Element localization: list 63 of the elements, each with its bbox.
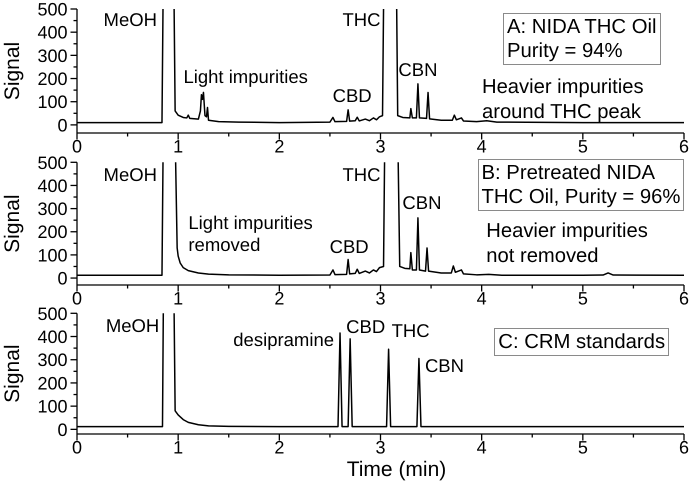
y-tick-label: 300 [37,350,68,370]
annotation: CBN [424,354,464,378]
x-tick-label: 5 [578,136,588,156]
annotation: Light impurities removed [188,212,313,256]
y-tick-label: 0 [57,115,68,136]
x-tick-label: 1 [173,438,184,458]
x-tick-label: 6 [678,288,690,308]
x-tick-label: 4 [476,136,487,156]
x-tick-label: 0 [72,438,82,458]
y-tick-label: 200 [37,222,68,242]
annotation: CBD [330,234,369,259]
x-tick-label: 1 [173,288,184,308]
y-tick-label: 0 [57,420,68,440]
y-tick-label: 400 [37,326,68,347]
y-tick-label: 300 [37,46,68,66]
x-tick-label: 2 [274,438,284,458]
x-tick-label: 6 [678,438,690,458]
x-tick-label: 1 [173,136,184,156]
annotation: Heavier impurities around THC peak [482,74,644,124]
x-tick-label: 4 [476,288,487,308]
x-tick-label: 5 [578,438,588,458]
annotation: CBD [346,314,386,339]
y-tick-label: 500 [37,304,68,324]
x-axis-title: Time (min) [346,458,446,481]
y-tick-label: 400 [37,176,68,196]
y-axis-title: Signal [0,42,24,100]
x-tick-label: 3 [375,438,386,458]
annotation: Light impurities [183,65,308,90]
text: A: NIDA THC Oil Purity = 94% [503,12,661,65]
y-axis-title: Signal [0,194,24,253]
annotation: THC [392,318,430,343]
x-tick-label: 0 [72,136,82,156]
annotation: MeOH [104,163,157,187]
annotation: CBD [332,84,372,108]
y-tick-label: 400 [37,22,68,43]
y-tick-label: 200 [37,69,68,90]
annotation: Heavier impurities not removed [486,218,648,269]
x-tick-label: 6 [678,136,690,156]
x-tick-label: 3 [375,136,386,156]
annotation: desipramine [233,328,334,352]
y-tick-label: 0 [57,268,68,289]
y-axis-title: Signal [0,344,24,403]
x-tick-label: 5 [578,288,588,308]
x-tick-label: 2 [274,136,284,156]
y-tick-label: 300 [37,199,68,220]
annotation: MeOH [106,314,160,338]
x-tick-label: 3 [375,288,386,308]
annotation: MeOH [104,8,157,32]
y-tick-label: 500 [37,152,68,173]
annotation: CBN [402,191,442,216]
x-tick-label: 4 [476,438,487,458]
y-tick-label: 100 [37,245,68,266]
annotation: CBN [398,58,438,82]
y-tick-label: 100 [37,92,68,112]
annotation: THC [342,8,381,32]
y-tick-label: 500 [37,0,68,20]
annotation: THC [342,163,381,187]
x-tick-label: 0 [72,288,82,308]
y-tick-label: 100 [37,396,68,417]
text: C: CRM standards [494,328,670,356]
y-tick-label: 200 [37,373,68,394]
text: B: Pretreated NIDA THC Oil, Purity = 96% [478,159,684,212]
x-tick-label: 2 [274,288,284,308]
